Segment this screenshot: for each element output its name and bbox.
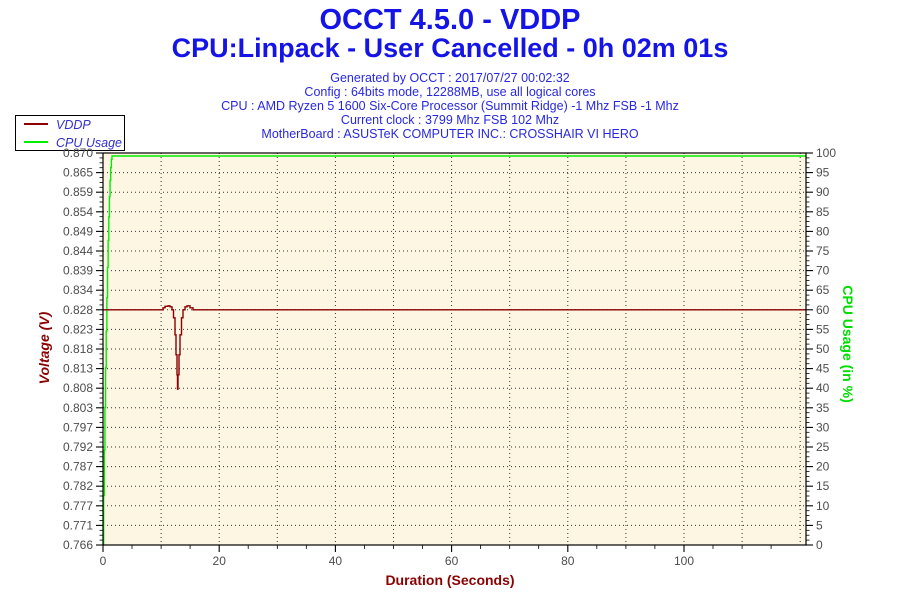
svg-text:0.844: 0.844 xyxy=(63,244,93,258)
svg-text:60: 60 xyxy=(445,554,459,568)
svg-text:0.803: 0.803 xyxy=(63,401,93,415)
svg-text:0.808: 0.808 xyxy=(63,381,93,395)
svg-text:10: 10 xyxy=(816,499,830,513)
svg-text:80: 80 xyxy=(816,224,830,238)
svg-text:65: 65 xyxy=(816,283,830,297)
svg-text:70: 70 xyxy=(816,264,830,278)
svg-text:5: 5 xyxy=(816,518,823,532)
svg-text:15: 15 xyxy=(816,479,830,493)
svg-text:30: 30 xyxy=(816,420,830,434)
svg-text:25: 25 xyxy=(816,440,830,454)
svg-text:80: 80 xyxy=(561,554,575,568)
svg-text:0.813: 0.813 xyxy=(63,362,93,376)
svg-text:20: 20 xyxy=(816,460,830,474)
svg-text:0.870: 0.870 xyxy=(63,146,93,160)
svg-text:90: 90 xyxy=(816,185,830,199)
svg-text:55: 55 xyxy=(816,322,830,336)
svg-text:75: 75 xyxy=(816,244,830,258)
svg-text:0: 0 xyxy=(816,538,823,552)
svg-text:20: 20 xyxy=(213,554,227,568)
svg-text:0.771: 0.771 xyxy=(63,518,93,532)
svg-text:0.854: 0.854 xyxy=(63,205,93,219)
svg-text:0: 0 xyxy=(100,554,107,568)
svg-text:0.859: 0.859 xyxy=(63,185,93,199)
svg-text:0.839: 0.839 xyxy=(63,264,93,278)
svg-text:95: 95 xyxy=(816,166,830,180)
svg-text:0.828: 0.828 xyxy=(63,303,93,317)
svg-text:0.818: 0.818 xyxy=(63,342,93,356)
svg-text:0.777: 0.777 xyxy=(63,499,93,513)
svg-text:0.834: 0.834 xyxy=(63,283,93,297)
svg-text:0.849: 0.849 xyxy=(63,224,93,238)
svg-text:60: 60 xyxy=(816,303,830,317)
svg-text:0.792: 0.792 xyxy=(63,440,93,454)
svg-text:40: 40 xyxy=(329,554,343,568)
svg-text:100: 100 xyxy=(674,554,694,568)
svg-text:100: 100 xyxy=(816,146,836,160)
svg-text:0.797: 0.797 xyxy=(63,420,93,434)
svg-text:0.823: 0.823 xyxy=(63,322,93,336)
svg-text:0.766: 0.766 xyxy=(63,538,93,552)
svg-text:40: 40 xyxy=(816,381,830,395)
svg-text:0.865: 0.865 xyxy=(63,166,93,180)
svg-text:45: 45 xyxy=(816,362,830,376)
svg-text:35: 35 xyxy=(816,401,830,415)
svg-text:50: 50 xyxy=(816,342,830,356)
svg-text:0.782: 0.782 xyxy=(63,479,93,493)
svg-text:85: 85 xyxy=(816,205,830,219)
svg-text:0.787: 0.787 xyxy=(63,460,93,474)
